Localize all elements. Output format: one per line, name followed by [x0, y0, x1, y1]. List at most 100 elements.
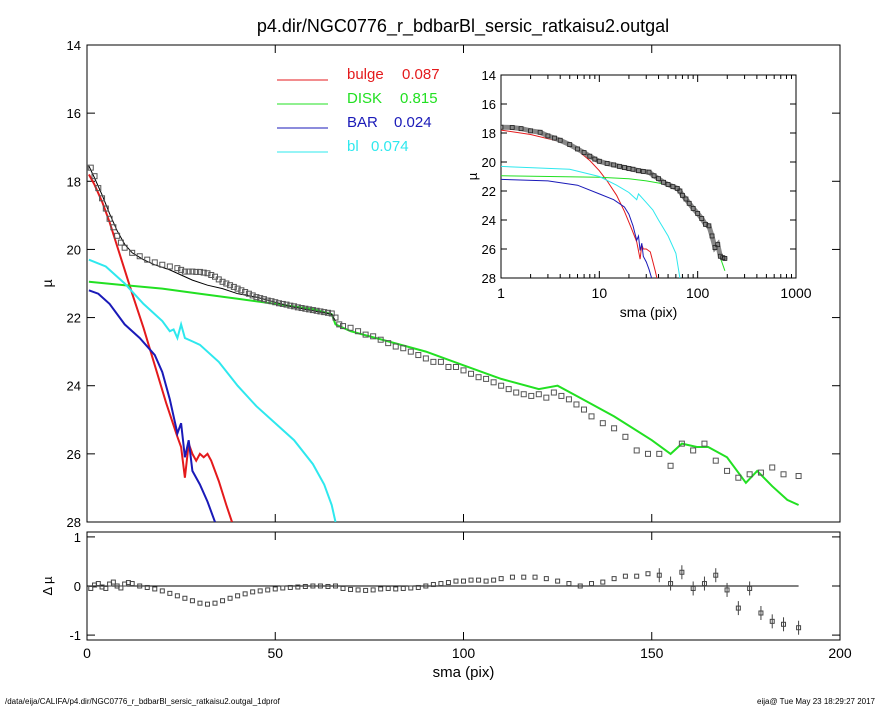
- residual-point: [438, 581, 444, 587]
- observed-point: [279, 300, 286, 307]
- observed-point: [264, 297, 271, 304]
- residual-point: [453, 578, 459, 584]
- inset-observed-point: [651, 173, 657, 179]
- inset-observed-point: [596, 158, 602, 164]
- observed-point: [245, 290, 252, 297]
- observed-point: [121, 244, 128, 251]
- inset-observed-point: [706, 223, 712, 229]
- observed-point: [362, 331, 369, 338]
- inset-y-tick-label: 16: [482, 97, 496, 112]
- observed-point: [780, 471, 787, 478]
- inset-observed-point: [611, 162, 617, 168]
- observed-point: [445, 363, 452, 370]
- inset-observed-point: [699, 216, 705, 221]
- residual-point: [317, 583, 323, 589]
- inset-y-tick-label: 24: [482, 213, 496, 228]
- residual-point: [423, 583, 429, 589]
- observed-point: [599, 420, 606, 427]
- observed-point: [633, 447, 640, 454]
- observed-point: [667, 462, 674, 469]
- observed-point: [460, 367, 467, 374]
- inset-y-axis-label: µ: [465, 172, 480, 180]
- inset-observed-point: [528, 128, 534, 134]
- residual-point: [348, 586, 354, 592]
- y-tick-label: 16: [67, 106, 81, 121]
- observed-point: [317, 308, 324, 315]
- residual-point: [265, 587, 271, 593]
- observed-point: [678, 440, 685, 447]
- residual-point: [476, 577, 482, 583]
- residual-point: [600, 579, 606, 585]
- residual-point: [555, 578, 561, 584]
- residual-point: [110, 579, 116, 585]
- y-tick-label: 24: [67, 379, 81, 394]
- observed-point: [580, 406, 587, 413]
- observed-point: [95, 185, 102, 192]
- observed-point: [208, 271, 215, 278]
- inset-series-bl-line: [501, 165, 681, 278]
- residual-point: [408, 585, 414, 591]
- x-tick-label: 50: [267, 645, 283, 661]
- observed-point: [415, 352, 422, 359]
- inset-observed-point: [674, 185, 680, 191]
- observed-point: [219, 278, 226, 285]
- main-panel: 14 16 18 20 22 24 26 28 µ bulge 0.087 DISK 0.815 BAR 0…: [39, 38, 841, 530]
- inset-observed-point: [537, 129, 543, 135]
- residual-point: [543, 576, 549, 582]
- observed-point: [185, 268, 192, 275]
- observed-point: [407, 348, 414, 355]
- legend-label-bulge: bulge: [347, 66, 384, 83]
- residual-y-axis-label: Δ µ: [40, 576, 55, 596]
- legend-value-BAR: 0.024: [394, 114, 432, 131]
- observed-point: [724, 467, 731, 474]
- residual-point: [385, 585, 391, 591]
- residual-y-tick-label: -1: [69, 628, 81, 643]
- residual-point: [378, 586, 384, 592]
- inset-observed-point: [703, 221, 708, 227]
- residual-point: [713, 572, 719, 578]
- residual-point: [724, 587, 730, 593]
- observed-point: [644, 450, 651, 457]
- residual-point: [272, 586, 278, 592]
- inset-observed-point: [712, 245, 718, 250]
- observed-point: [385, 340, 392, 347]
- inset-x-tick-label: 10: [592, 285, 608, 301]
- observed-point: [468, 370, 475, 377]
- residual-point: [491, 577, 497, 583]
- residual-point: [521, 574, 527, 580]
- inset-background: [471, 63, 816, 326]
- residual-point: [758, 610, 764, 616]
- residual-point: [310, 583, 316, 589]
- inset-observed-point: [518, 126, 524, 132]
- observed-point: [257, 295, 264, 302]
- observed-point: [535, 391, 542, 398]
- residual-point: [118, 585, 124, 591]
- residual-point: [137, 583, 143, 589]
- residual-point: [235, 593, 241, 599]
- inset-observed-point: [622, 165, 627, 170]
- residual-point: [152, 586, 158, 592]
- residual-point: [167, 590, 173, 596]
- legend-label-BAR: BAR: [347, 114, 378, 131]
- observed-point: [287, 302, 294, 309]
- observed-point: [795, 473, 802, 480]
- observed-point: [430, 358, 437, 365]
- legend-value-bulge: 0.087: [402, 66, 440, 83]
- observed-point: [276, 300, 283, 307]
- observed-point: [91, 173, 98, 180]
- observed-point: [242, 289, 249, 296]
- residual-point: [645, 571, 651, 577]
- observed-point: [422, 355, 429, 362]
- residual-point: [88, 585, 94, 591]
- y-tick-label: 22: [67, 311, 81, 326]
- residual-point: [415, 584, 421, 590]
- observed-point: [690, 447, 697, 454]
- observed-point: [189, 268, 196, 275]
- observed-point: [227, 282, 234, 289]
- residual-point: [668, 581, 674, 587]
- observed-point: [204, 270, 211, 277]
- observed-point: [306, 306, 313, 313]
- footer-path: /data/eija/CALIFA/p4.dir/NGC0776_r_bdbar…: [5, 697, 281, 706]
